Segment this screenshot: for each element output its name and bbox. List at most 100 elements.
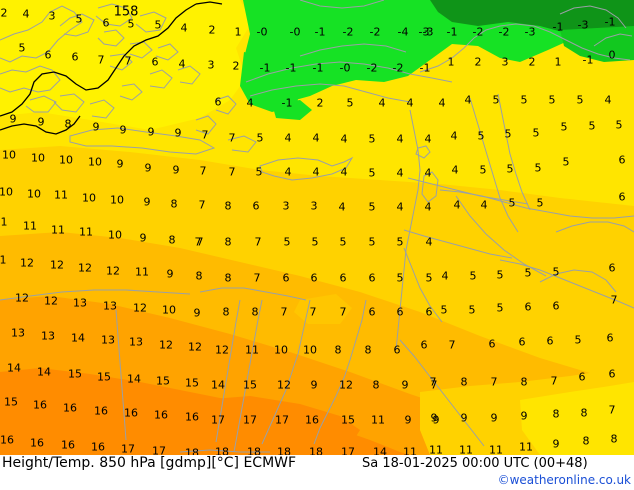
temperature-value: 5 (18, 41, 26, 55)
temperature-value: 13 (73, 296, 87, 310)
temperature-value: 14 (211, 378, 225, 392)
temperature-value: 5 (504, 127, 512, 141)
temperature-value: -1 (285, 61, 297, 75)
temperature-value: 0 (608, 48, 616, 62)
temperature-value: 5 (552, 265, 560, 279)
temperature-value: 12 (188, 340, 202, 354)
temperature-value: 5 (477, 129, 485, 143)
temperature-value: 4 (246, 96, 254, 110)
temperature-value: 7 (490, 375, 498, 389)
temperature-value: 5 (425, 271, 433, 285)
temperature-value: 6 (102, 16, 110, 30)
temperature-value: 4 (441, 269, 449, 283)
temperature-value: 16 (124, 406, 138, 420)
temperature-value: 17 (243, 413, 257, 427)
temperature-value: -1 (419, 61, 431, 75)
temperature-value: 15 (68, 367, 82, 381)
temperature-value: -4 (397, 25, 409, 39)
footer-credit-link[interactable]: ©weatheronline.co.uk (497, 473, 631, 487)
map-canvas (0, 0, 634, 455)
temperature-value: 12 (44, 294, 58, 308)
temperature-value: 6 (578, 370, 586, 384)
temperature-value: 5 (562, 155, 570, 169)
temperature-value: 6 (151, 55, 159, 69)
temperature-value: 8 (610, 432, 618, 446)
temperature-value: 9 (401, 378, 409, 392)
temp-band-yellow-se (520, 382, 634, 455)
temperature-value: 10 (2, 148, 16, 162)
temperature-value: 9 (432, 413, 440, 427)
temperature-value: 16 (185, 410, 199, 424)
temperature-value: 5 (520, 93, 528, 107)
temperature-value: 4 (425, 235, 433, 249)
temperature-value: 9 (92, 120, 100, 134)
temperature-value: -3 (577, 18, 589, 32)
temperature-value: 9 (9, 112, 17, 126)
temperature-value: 7 (228, 165, 236, 179)
temperature-value: 4 (450, 129, 458, 143)
temperature-value: 14 (37, 365, 51, 379)
temp-band-green-blob (272, 100, 312, 120)
temperature-value: 6 (425, 305, 433, 319)
temperature-value: 5 (75, 12, 83, 26)
temperature-value: 3 (310, 199, 318, 213)
temperature-value: 6 (518, 335, 526, 349)
temperature-value: 4 (424, 166, 432, 180)
temperature-value: 9 (139, 231, 147, 245)
temperature-value: 7 (201, 128, 209, 142)
temperature-value: 9 (144, 161, 152, 175)
temperature-value: -2 (498, 25, 510, 39)
temp-pocket-levant (294, 294, 352, 324)
temperature-value: 5 (560, 120, 568, 134)
temperature-value: 5 (496, 301, 504, 315)
temperature-value: 16 (91, 440, 105, 454)
temperature-value: 4 (22, 7, 30, 21)
temperature-value: 16 (63, 401, 77, 415)
temperature-value: 6 (546, 334, 554, 348)
temperature-value: 5 (469, 269, 477, 283)
temperature-value: -0 (339, 61, 351, 75)
temperature-value: 9 (119, 123, 127, 137)
coastlines (0, 0, 634, 453)
temperature-value: 1 (447, 55, 455, 69)
temperature-value: 5 (396, 271, 404, 285)
temperature-value: 8 (195, 269, 203, 283)
temperature-value: 9 (37, 115, 45, 129)
temperature-value: 6 (71, 50, 79, 64)
temperature-value: 8 (364, 343, 372, 357)
temperature-value: 11 (135, 265, 149, 279)
temperature-value: 15 (243, 378, 257, 392)
temperature-value: -2 (366, 61, 378, 75)
temperature-value: 7 (430, 378, 438, 392)
temperature-value: 8 (520, 375, 528, 389)
temperature-value: 16 (33, 398, 47, 412)
temperature-value: 1 (234, 25, 242, 39)
temperature-value: 9 (116, 157, 124, 171)
temperature-value: -1 (259, 61, 271, 75)
temperature-value: 9 (174, 126, 182, 140)
temperature-value: 13 (101, 333, 115, 347)
temperature-value: 15 (156, 374, 170, 388)
temperature-value: 12 (50, 258, 64, 272)
temperature-value: 7 (550, 374, 558, 388)
temperature-value: 5 (506, 162, 514, 176)
temperature-value: 9 (520, 409, 528, 423)
temperature-value: 7 (448, 338, 456, 352)
temperature-value: 10 (162, 303, 176, 317)
temperature-value: -1 (312, 61, 324, 75)
temperature-value: 7 (194, 235, 202, 249)
temperature-value: 6 (552, 299, 560, 313)
temperature-value: 12 (339, 378, 353, 392)
temperature-value: 14 (373, 445, 387, 456)
temperature-value: 5 (524, 266, 532, 280)
temperature-value: 6 (393, 343, 401, 357)
temperature-value: 4 (378, 96, 386, 110)
temperature-value: 8 (222, 305, 230, 319)
temperature-value: 6 (606, 331, 614, 345)
temperature-value: 7 (254, 235, 262, 249)
temperature-value: 11 (371, 413, 385, 427)
temperature-value: 5 (368, 200, 376, 214)
forecast-map[interactable]: 158 2 4 3 5 6 5 5 4 2 1 -0 -0 -1 -2 -2 -4 -3 -3 -1 -2 -2 -3 -1… (0, 0, 634, 455)
temperature-value: 8 (224, 271, 232, 285)
